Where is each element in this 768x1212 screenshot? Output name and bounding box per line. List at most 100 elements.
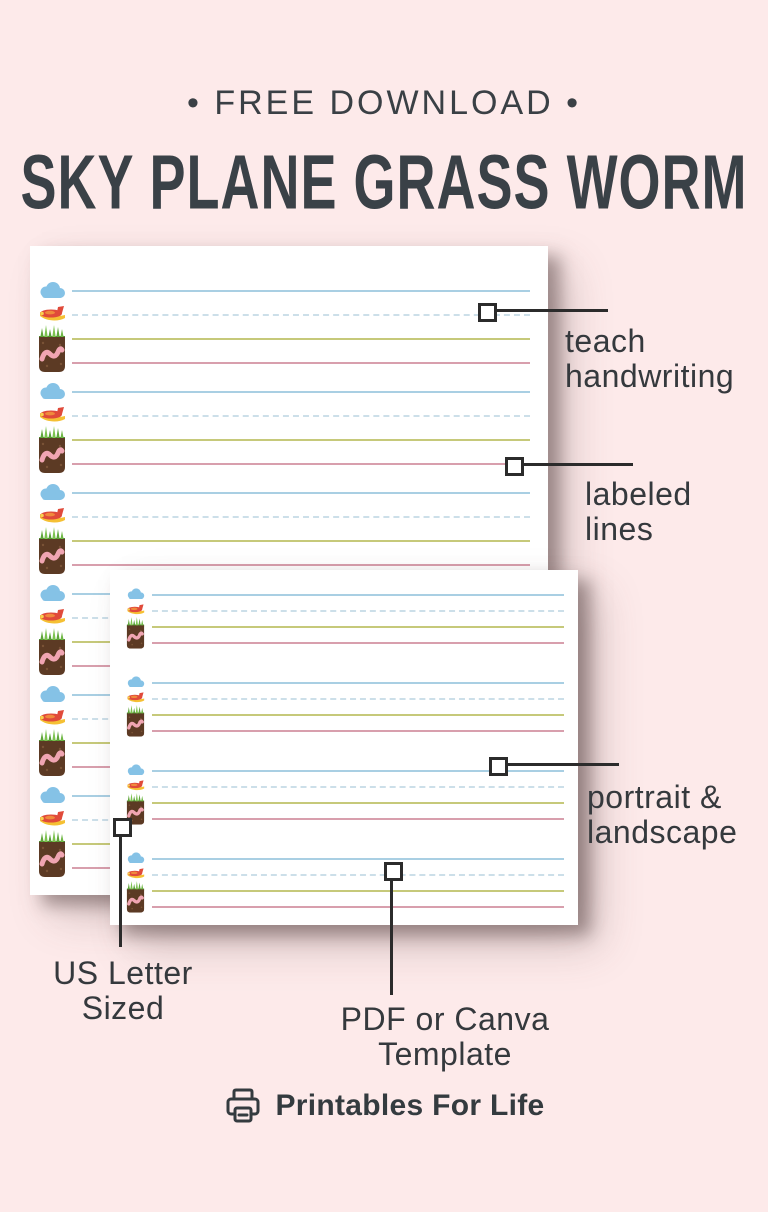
worm-icon [39, 741, 65, 776]
callout-marker-us-letter [113, 818, 132, 837]
plane-icon [40, 508, 65, 523]
plane-icon [40, 407, 65, 422]
icon-column [39, 282, 65, 380]
callout-line-portrait-landscape [505, 763, 619, 766]
callout-marker-portrait-landscape [489, 757, 508, 776]
sky-line [72, 492, 530, 494]
worksheet-landscape [110, 570, 578, 925]
worm-icon [39, 842, 65, 877]
grass-line [72, 338, 530, 340]
cloud-icon [40, 282, 65, 298]
line-group [30, 282, 548, 390]
icon-column [39, 686, 65, 784]
grass-icon [126, 793, 145, 803]
grass-line [152, 626, 564, 628]
line-group [110, 852, 578, 958]
callout-label-labeled-lines: labeled lines [585, 476, 692, 547]
cloud-icon [40, 383, 65, 399]
icon-column [126, 676, 145, 737]
cloud-icon [127, 764, 145, 776]
line-group [110, 676, 578, 782]
grass-line [152, 714, 564, 716]
line-group [30, 484, 548, 592]
worm-icon [126, 713, 145, 737]
sky-line [152, 594, 564, 596]
icon-column [39, 383, 65, 481]
cloud-icon [127, 588, 145, 600]
sky-line [72, 290, 530, 292]
plane-line [152, 786, 564, 788]
brand-name: Printables For Life [275, 1089, 545, 1122]
icon-column [39, 484, 65, 582]
line-group [110, 764, 578, 870]
grass-line [72, 439, 530, 441]
callout-label-portrait-landscape: portrait & landscape [587, 779, 738, 850]
worm-icon [39, 539, 65, 574]
plane-icon [40, 306, 65, 321]
worm-icon [39, 438, 65, 473]
callout-line-us-letter [119, 834, 122, 947]
grass-icon [39, 830, 65, 844]
grass-line [152, 890, 564, 892]
plane-icon [127, 604, 145, 615]
cloud-icon [40, 686, 65, 702]
worm-line [72, 463, 530, 465]
cloud-icon [40, 585, 65, 601]
grass-icon [39, 325, 65, 339]
cloud-icon [40, 787, 65, 803]
sky-line [152, 770, 564, 772]
grass-line [152, 802, 564, 804]
plane-icon [40, 710, 65, 725]
callout-label-pdf-canva: PDF or Canva Template [340, 1001, 550, 1072]
plane-icon [40, 811, 65, 826]
grass-icon [126, 881, 145, 891]
worm-icon [39, 337, 65, 372]
plane-icon [127, 780, 145, 791]
worm-icon [126, 625, 145, 649]
callout-label-teach-handwriting: teach handwriting [565, 323, 735, 394]
worm-line [152, 642, 564, 644]
worm-line [72, 362, 530, 364]
worm-line [72, 564, 530, 566]
grass-icon [126, 617, 145, 627]
line-group [110, 588, 578, 694]
cloud-icon [127, 676, 145, 688]
printer-icon [223, 1086, 263, 1126]
grass-line [72, 540, 530, 542]
grass-icon [39, 426, 65, 440]
icon-column [39, 787, 65, 885]
plane-line [152, 698, 564, 700]
plane-line [72, 314, 530, 316]
callout-marker-labeled-lines [505, 457, 524, 476]
worm-line [152, 906, 564, 908]
worm-icon [39, 640, 65, 675]
plane-icon [127, 868, 145, 879]
grass-icon [126, 705, 145, 715]
eyebrow-text: • FREE DOWNLOAD • [186, 84, 582, 122]
page-title: SKY PLANE GRASS WORM [20, 140, 748, 226]
cloud-icon [40, 484, 65, 500]
grass-icon [39, 527, 65, 541]
worm-line [152, 730, 564, 732]
callout-label-us-letter: US Letter Sized [53, 955, 193, 1026]
cloud-icon [127, 852, 145, 864]
callout-line-teach-handwriting [494, 309, 608, 312]
sky-line [72, 391, 530, 393]
grass-icon [39, 729, 65, 743]
icon-column [39, 585, 65, 683]
plane-line [152, 874, 564, 876]
sky-line [152, 682, 564, 684]
line-group [30, 383, 548, 491]
grass-icon [39, 628, 65, 642]
callout-marker-pdf-canva [384, 862, 403, 881]
worm-line [152, 818, 564, 820]
callout-line-labeled-lines [521, 463, 633, 466]
sky-line [152, 858, 564, 860]
plane-line [72, 415, 530, 417]
icon-column [126, 588, 145, 649]
plane-line [152, 610, 564, 612]
worm-icon [126, 889, 145, 913]
plane-icon [40, 609, 65, 624]
footer-brand: Printables For Life [0, 1086, 768, 1126]
